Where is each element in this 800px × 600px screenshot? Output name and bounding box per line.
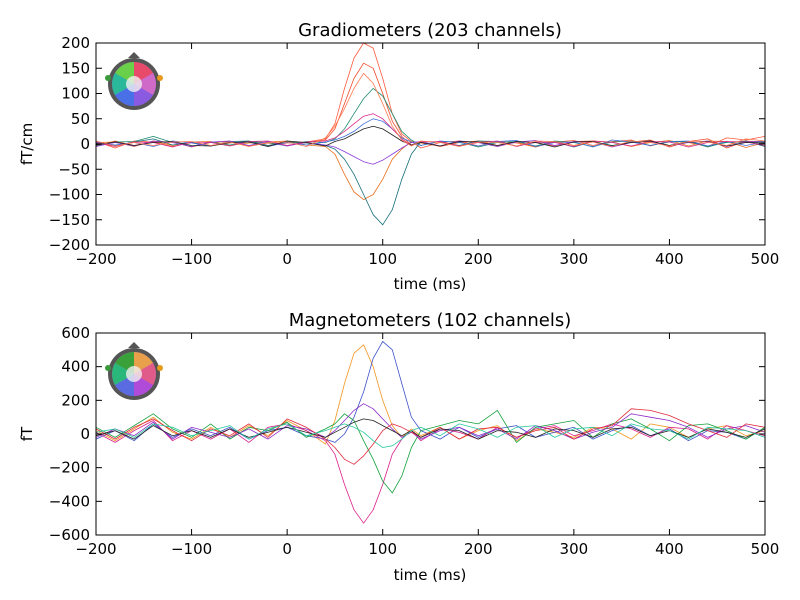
x-tick-label: 500 [751,250,780,268]
y-tick-label: 100 [61,85,90,103]
y-tick-label: 0 [80,425,90,443]
x-tick-label: 100 [368,540,397,558]
magnetometers-xlabel: time (ms) [394,566,467,584]
trace-series-1 [96,62,765,149]
y-tick-label: 150 [61,59,90,77]
magnetometers-title: Magnetometers (102 channels) [289,310,572,331]
trace-series-4 [96,88,765,148]
y-tick-label: 50 [71,110,90,128]
y-tick-label: −600 [49,526,90,544]
trace-series-7 [96,423,765,448]
gradiometers-ylabel: fT/cm [18,123,36,165]
gradiometers-xlabel: time (ms) [394,275,467,293]
y-tick-label: 200 [61,34,90,52]
magnetometers-sensor-layout-icon [105,342,163,400]
y-tick-label: −200 [49,459,90,477]
x-tick-label: 300 [560,250,589,268]
x-tick-label: 0 [282,540,292,558]
y-tick-label: −50 [58,160,90,178]
x-tick-label: 100 [368,250,397,268]
trace-series-4 [96,403,765,440]
x-tick-label: −100 [171,250,212,268]
x-tick-label: −200 [75,540,116,558]
y-tick-label: −100 [49,186,90,204]
gradiometers-sensor-layout-icon [105,52,163,110]
x-tick-label: 500 [751,540,780,558]
x-tick-label: 400 [655,250,684,268]
trace-series-3 [96,138,765,226]
x-tick-label: −200 [75,250,116,268]
y-tick-label: −400 [49,492,90,510]
trace-series-0 [96,43,765,149]
gradiometers-panel: Gradiometers (203 channels) −200 −100 0 100… [18,20,779,293]
x-tick-label: −100 [171,540,212,558]
nose-icon [128,52,140,58]
y-tick-label: −150 [49,211,90,229]
magnetometers-traces [96,341,765,524]
x-tick-label: 300 [560,540,589,558]
trace-series-9 [96,72,765,147]
x-tick-label: 0 [282,250,292,268]
x-tick-label: 400 [655,540,684,558]
nose-icon [128,342,140,348]
y-tick-label: 200 [61,391,90,409]
y-tick-label: 0 [80,135,90,153]
magnetometers-ticks: −200 −100 0 100 200 300 400 500 −600 −400 −200 0 200… [49,324,780,558]
trace-series-7 [96,113,765,148]
trace-series-8 [96,125,765,148]
y-tick-label: 600 [61,324,90,342]
trace-series-2 [96,140,765,200]
gradiometers-title: Gradiometers (203 channels) [298,20,562,41]
trace-series-6 [96,418,765,440]
x-tick-label: 200 [464,540,493,558]
trace-series-0 [96,344,765,445]
gradiometers-ticks: −200 −100 0 100 200 300 400 500 −200 −150 −100 −50 0… [49,34,780,268]
trace-series-3 [96,410,765,494]
x-tick-label: 200 [464,250,493,268]
y-tick-label: −200 [49,236,90,254]
y-tick-label: 400 [61,358,90,376]
trace-series-1 [96,341,765,443]
magnetometers-ylabel: fT [18,426,36,441]
trace-series-5 [96,408,765,465]
magnetometers-panel: Magnetometers (102 channels) −200 −100 0 10… [18,310,779,584]
gradiometers-traces [96,43,765,226]
